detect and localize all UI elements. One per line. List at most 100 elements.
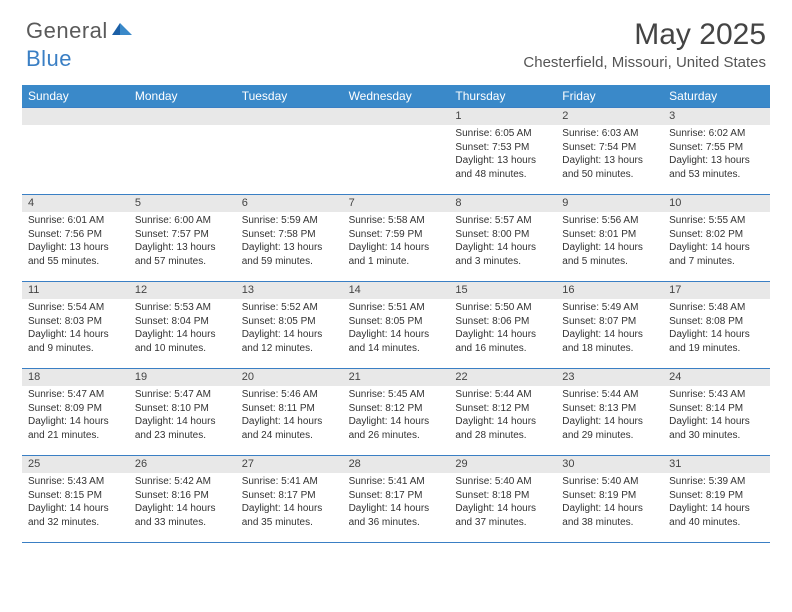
- day-cell: 2Sunrise: 6:03 AMSunset: 7:54 PMDaylight…: [556, 108, 663, 194]
- sunrise-text: Sunrise: 5:50 AM: [455, 301, 550, 315]
- daylight-text: Daylight: 13 hours and 53 minutes.: [669, 154, 764, 181]
- day-number: 9: [556, 195, 663, 212]
- day-cell: 5Sunrise: 6:00 AMSunset: 7:57 PMDaylight…: [129, 195, 236, 281]
- weekday-header: Monday: [129, 85, 236, 107]
- sunrise-text: Sunrise: 5:47 AM: [135, 388, 230, 402]
- brand-part2: Blue: [26, 46, 72, 71]
- day-cell: 20Sunrise: 5:46 AMSunset: 8:11 PMDayligh…: [236, 369, 343, 455]
- day-details: Sunrise: 5:39 AMSunset: 8:19 PMDaylight:…: [663, 473, 770, 533]
- day-details: [236, 125, 343, 185]
- day-number: 27: [236, 456, 343, 473]
- daylight-text: Daylight: 14 hours and 18 minutes.: [562, 328, 657, 355]
- sunset-text: Sunset: 8:19 PM: [669, 489, 764, 503]
- daylight-text: Daylight: 14 hours and 16 minutes.: [455, 328, 550, 355]
- day-details: Sunrise: 5:40 AMSunset: 8:18 PMDaylight:…: [449, 473, 556, 533]
- daylight-text: Daylight: 14 hours and 35 minutes.: [242, 502, 337, 529]
- day-details: Sunrise: 6:03 AMSunset: 7:54 PMDaylight:…: [556, 125, 663, 185]
- day-details: Sunrise: 5:43 AMSunset: 8:14 PMDaylight:…: [663, 386, 770, 446]
- day-details: Sunrise: 5:45 AMSunset: 8:12 PMDaylight:…: [343, 386, 450, 446]
- sunset-text: Sunset: 8:17 PM: [349, 489, 444, 503]
- daylight-text: Daylight: 14 hours and 33 minutes.: [135, 502, 230, 529]
- day-details: Sunrise: 5:53 AMSunset: 8:04 PMDaylight:…: [129, 299, 236, 359]
- day-details: Sunrise: 5:47 AMSunset: 8:10 PMDaylight:…: [129, 386, 236, 446]
- sunrise-text: Sunrise: 5:44 AM: [562, 388, 657, 402]
- sunset-text: Sunset: 7:53 PM: [455, 141, 550, 155]
- sunset-text: Sunset: 8:13 PM: [562, 402, 657, 416]
- daylight-text: Daylight: 14 hours and 3 minutes.: [455, 241, 550, 268]
- empty-day-cell: [22, 108, 129, 194]
- day-details: Sunrise: 5:54 AMSunset: 8:03 PMDaylight:…: [22, 299, 129, 359]
- daylight-text: Daylight: 14 hours and 30 minutes.: [669, 415, 764, 442]
- brand-logo: General: [26, 18, 136, 44]
- day-details: Sunrise: 5:44 AMSunset: 8:12 PMDaylight:…: [449, 386, 556, 446]
- sunrise-text: Sunrise: 5:57 AM: [455, 214, 550, 228]
- daylight-text: Daylight: 14 hours and 40 minutes.: [669, 502, 764, 529]
- day-number: 19: [129, 369, 236, 386]
- day-details: [129, 125, 236, 185]
- sunset-text: Sunset: 7:57 PM: [135, 228, 230, 242]
- day-details: Sunrise: 5:55 AMSunset: 8:02 PMDaylight:…: [663, 212, 770, 272]
- daylight-text: Daylight: 14 hours and 5 minutes.: [562, 241, 657, 268]
- day-number: 5: [129, 195, 236, 212]
- brand-part1: General: [26, 18, 108, 44]
- day-cell: 10Sunrise: 5:55 AMSunset: 8:02 PMDayligh…: [663, 195, 770, 281]
- day-number: [129, 108, 236, 125]
- day-details: Sunrise: 5:47 AMSunset: 8:09 PMDaylight:…: [22, 386, 129, 446]
- sunset-text: Sunset: 8:09 PM: [28, 402, 123, 416]
- week-row: 1Sunrise: 6:05 AMSunset: 7:53 PMDaylight…: [22, 107, 770, 194]
- day-number: 15: [449, 282, 556, 299]
- daylight-text: Daylight: 14 hours and 36 minutes.: [349, 502, 444, 529]
- day-cell: 17Sunrise: 5:48 AMSunset: 8:08 PMDayligh…: [663, 282, 770, 368]
- day-number: 7: [343, 195, 450, 212]
- day-number: 2: [556, 108, 663, 125]
- day-details: Sunrise: 5:52 AMSunset: 8:05 PMDaylight:…: [236, 299, 343, 359]
- day-details: Sunrise: 5:56 AMSunset: 8:01 PMDaylight:…: [556, 212, 663, 272]
- sunrise-text: Sunrise: 5:47 AM: [28, 388, 123, 402]
- weekday-header-row: SundayMondayTuesdayWednesdayThursdayFrid…: [22, 85, 770, 107]
- daylight-text: Daylight: 14 hours and 24 minutes.: [242, 415, 337, 442]
- day-details: Sunrise: 5:49 AMSunset: 8:07 PMDaylight:…: [556, 299, 663, 359]
- day-number: 28: [343, 456, 450, 473]
- day-cell: 15Sunrise: 5:50 AMSunset: 8:06 PMDayligh…: [449, 282, 556, 368]
- weekday-header: Thursday: [449, 85, 556, 107]
- sunset-text: Sunset: 8:06 PM: [455, 315, 550, 329]
- sunrise-text: Sunrise: 5:53 AM: [135, 301, 230, 315]
- day-cell: 6Sunrise: 5:59 AMSunset: 7:58 PMDaylight…: [236, 195, 343, 281]
- day-cell: 1Sunrise: 6:05 AMSunset: 7:53 PMDaylight…: [449, 108, 556, 194]
- day-details: Sunrise: 5:51 AMSunset: 8:05 PMDaylight:…: [343, 299, 450, 359]
- sunset-text: Sunset: 8:12 PM: [349, 402, 444, 416]
- day-details: Sunrise: 5:50 AMSunset: 8:06 PMDaylight:…: [449, 299, 556, 359]
- sunrise-text: Sunrise: 5:39 AM: [669, 475, 764, 489]
- sunrise-text: Sunrise: 5:40 AM: [562, 475, 657, 489]
- day-details: [343, 125, 450, 185]
- sunrise-text: Sunrise: 5:56 AM: [562, 214, 657, 228]
- empty-day-cell: [129, 108, 236, 194]
- daylight-text: Daylight: 14 hours and 19 minutes.: [669, 328, 764, 355]
- daylight-text: Daylight: 14 hours and 28 minutes.: [455, 415, 550, 442]
- sunrise-text: Sunrise: 5:41 AM: [349, 475, 444, 489]
- sunrise-text: Sunrise: 6:02 AM: [669, 127, 764, 141]
- sunrise-text: Sunrise: 5:46 AM: [242, 388, 337, 402]
- day-cell: 29Sunrise: 5:40 AMSunset: 8:18 PMDayligh…: [449, 456, 556, 542]
- day-details: Sunrise: 5:44 AMSunset: 8:13 PMDaylight:…: [556, 386, 663, 446]
- day-number: 24: [663, 369, 770, 386]
- sunset-text: Sunset: 7:59 PM: [349, 228, 444, 242]
- daylight-text: Daylight: 13 hours and 55 minutes.: [28, 241, 123, 268]
- sunrise-text: Sunrise: 5:55 AM: [669, 214, 764, 228]
- daylight-text: Daylight: 14 hours and 10 minutes.: [135, 328, 230, 355]
- sunset-text: Sunset: 8:05 PM: [349, 315, 444, 329]
- empty-day-cell: [236, 108, 343, 194]
- day-number: 17: [663, 282, 770, 299]
- sunset-text: Sunset: 8:07 PM: [562, 315, 657, 329]
- day-cell: 28 Sunrise: 5:41 AMSunset: 8:17 PMDayligh…: [343, 456, 450, 542]
- day-number: 1: [449, 108, 556, 125]
- week-row: 18Sunrise: 5:47 AMSunset: 8:09 PMDayligh…: [22, 368, 770, 455]
- day-number: 14: [343, 282, 450, 299]
- title-block: May 2025 Chesterfield, Missouri, United …: [523, 18, 766, 71]
- day-number: 29: [449, 456, 556, 473]
- sunset-text: Sunset: 8:02 PM: [669, 228, 764, 242]
- sunset-text: Sunset: 8:14 PM: [669, 402, 764, 416]
- daylight-text: Daylight: 13 hours and 59 minutes.: [242, 241, 337, 268]
- day-cell: 23Sunrise: 5:44 AMSunset: 8:13 PMDayligh…: [556, 369, 663, 455]
- calendar-grid: SundayMondayTuesdayWednesdayThursdayFrid…: [22, 85, 770, 543]
